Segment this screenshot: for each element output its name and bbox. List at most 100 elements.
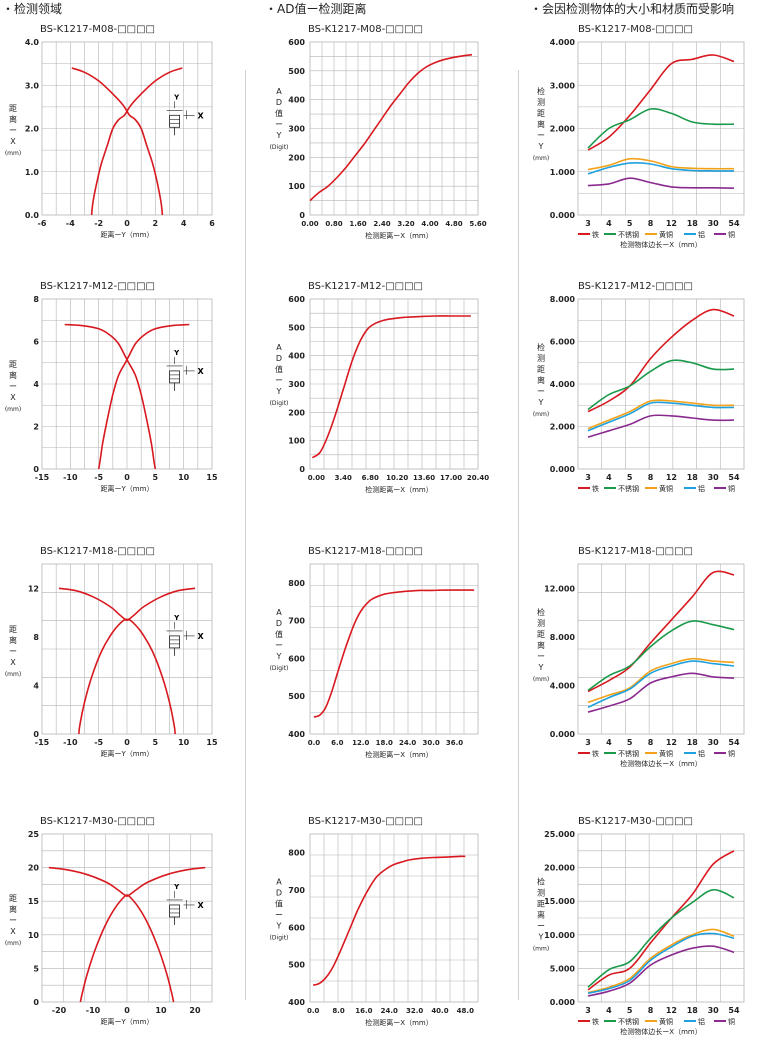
y-axis-label: 检 <box>537 86 545 96</box>
legend-label: 铝 <box>698 749 705 758</box>
series-line-iron <box>587 570 735 693</box>
y-axis-label: X <box>10 658 16 667</box>
sensor-icon: XY <box>166 93 205 136</box>
series-line-brass <box>587 928 735 994</box>
x-tick-label: 48.0 <box>457 1007 474 1015</box>
x-tick-label: 8 <box>648 738 654 747</box>
y-axis-label: Y <box>276 921 282 930</box>
area-chart-title: BS-K1217-M12-□□□□ <box>40 281 155 292</box>
y-axis-label: 距 <box>537 630 545 639</box>
x-tick-label: -20 <box>52 1006 67 1015</box>
series-line-iron <box>587 850 735 991</box>
ad-chart-title: BS-K1217-M30-□□□□ <box>308 816 423 827</box>
y-tick-label: 500 <box>288 692 305 701</box>
y-axis-label: 离 <box>9 114 17 124</box>
y-tick-label: 12 <box>28 584 39 593</box>
x-tick-label: 3 <box>585 219 591 228</box>
y-axis-label: (Digit) <box>270 400 289 407</box>
y-tick-label: 4.000 <box>550 380 576 389</box>
y-axis-label: ー <box>9 916 17 925</box>
x-tick-label: 1.60 <box>349 220 366 228</box>
ad-value-curve <box>312 855 466 986</box>
x-tick-label: 32.0 <box>406 1007 423 1015</box>
x-tick-label: -5 <box>94 738 103 747</box>
sensor-icon: XY <box>166 349 205 391</box>
header-size-material: ・会因检测物体的大小和材质而受影响 <box>530 2 735 16</box>
y-tick-label: 8 <box>33 295 39 304</box>
y-tick-label: 5.000 <box>550 964 576 973</box>
x-tick-label: 0 <box>124 473 130 482</box>
x-tick-label: -10 <box>63 738 78 747</box>
x-tick-label: 8.0 <box>332 1007 345 1015</box>
y-axis-label: 离 <box>537 119 545 129</box>
y-tick-label: 10.000 <box>544 931 575 940</box>
x-tick-label: 0.80 <box>325 220 342 228</box>
x-tick-label: 24.0 <box>399 739 416 747</box>
y-tick-label: 600 <box>288 38 305 47</box>
x-tick-label: 12 <box>666 1006 677 1015</box>
y-axis-label: ー <box>275 376 283 385</box>
ad-chart-title: BS-K1217-M18-□□□□ <box>308 546 423 557</box>
y-axis-label: 测 <box>537 619 545 628</box>
y-tick-label: 8.000 <box>550 633 576 642</box>
y-tick-label: 700 <box>288 617 305 626</box>
x-tick-label: 8 <box>648 1006 654 1015</box>
detection-boundary-curve <box>64 323 157 470</box>
legend-label: 黄铜 <box>659 749 673 758</box>
x-tick-label: 12 <box>666 473 677 482</box>
y-axis-label: 值 <box>275 364 283 374</box>
x-tick-label: 5 <box>627 219 633 228</box>
series-line-stainless <box>587 108 735 149</box>
y-tick-label: 8.000 <box>550 295 576 304</box>
legend-label: 黄铜 <box>659 1017 673 1026</box>
y-axis-label: 离 <box>537 909 545 919</box>
y-tick-label: 300 <box>288 380 305 389</box>
y-tick-label: 0.000 <box>550 465 576 474</box>
x-tick-label: 20 <box>189 1006 201 1015</box>
y-axis-label: (mm) <box>5 150 21 157</box>
y-axis-label: (mm) <box>533 411 549 418</box>
y-tick-label: 400 <box>288 730 305 739</box>
y-tick-label: 10 <box>28 931 40 940</box>
x-axis-label: 检测物体边长ーX（mm） <box>620 240 701 249</box>
x-tick-label: 15 <box>206 473 218 482</box>
y-axis-label: 值 <box>275 629 283 639</box>
y-axis-label: 离 <box>9 904 17 914</box>
ad-chart-title: BS-K1217-M08-□□□□ <box>308 24 423 35</box>
x-tick-label: 54 <box>728 219 740 228</box>
y-axis-label: (mm) <box>533 155 549 162</box>
area-chart-title: BS-K1217-M30-□□□□ <box>40 816 155 827</box>
legend-label: 铜 <box>728 749 735 758</box>
legend-label: 不锈钢 <box>618 230 639 239</box>
x-tick-label: 4 <box>606 473 612 482</box>
x-tick-label: 0 <box>124 1006 130 1015</box>
y-tick-label: 20 <box>28 864 40 873</box>
y-axis-label: 测 <box>537 888 545 897</box>
y-axis-label: (mm) <box>5 940 21 947</box>
y-tick-label: 600 <box>288 295 305 304</box>
y-tick-label: 8 <box>33 633 39 642</box>
size-chart-title: BS-K1217-M18-□□□□ <box>578 546 693 557</box>
column-divider <box>518 70 519 1000</box>
x-axis-label: 检测距离ーX（mm） <box>365 750 432 759</box>
detection-boundary-curve <box>79 866 206 1003</box>
y-axis-label: D <box>276 354 282 363</box>
legend-label: 铝 <box>698 230 705 239</box>
x-tick-label: 16.0 <box>355 1007 372 1015</box>
x-tick-label: 0.0 <box>307 1007 320 1015</box>
legend-label: 铜 <box>728 230 735 239</box>
ad-value-curve <box>309 53 473 202</box>
x-tick-label: 0 <box>124 738 130 747</box>
dim-y-label: Y <box>173 349 180 357</box>
y-tick-label: 700 <box>288 886 305 895</box>
y-tick-label: 200 <box>288 408 305 417</box>
y-axis-label: ー <box>9 382 17 391</box>
x-tick-label: -2 <box>94 219 103 228</box>
series-line-brass <box>587 157 735 171</box>
y-axis-label: ー <box>275 120 283 129</box>
x-tick-label: 30 <box>708 1006 720 1015</box>
y-axis-label: D <box>276 888 282 897</box>
series-line-iron <box>587 308 735 413</box>
x-tick-label: 2.40 <box>373 220 390 228</box>
y-axis-label: 距 <box>9 625 17 634</box>
